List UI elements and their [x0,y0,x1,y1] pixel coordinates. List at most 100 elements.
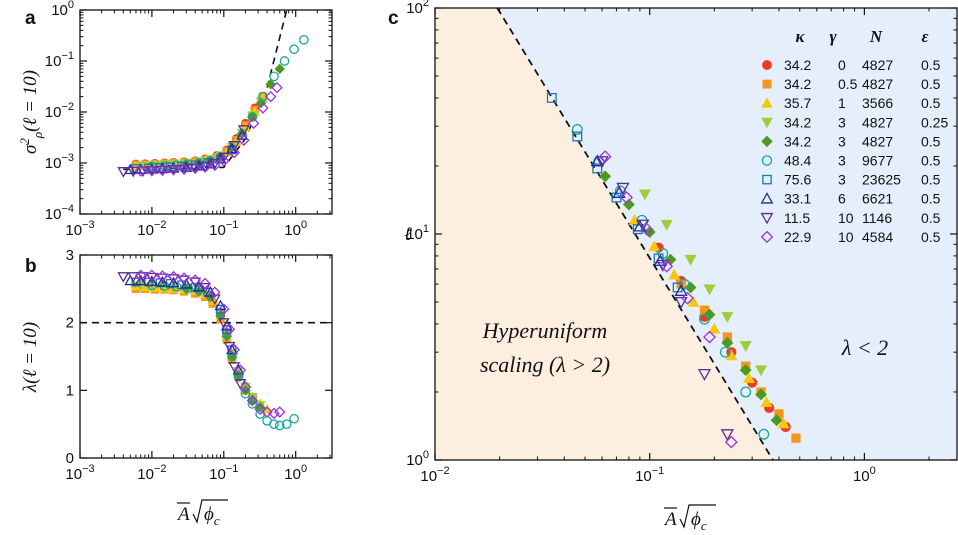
data-point [167,165,180,176]
data-point [720,429,734,442]
data-point [777,417,790,429]
data-point [281,419,292,430]
legend-cell: 0.5 [921,95,941,111]
data-point [146,269,158,282]
series-s4 [638,189,768,377]
legend-marker [761,97,773,108]
data-point [199,277,211,290]
data-point [218,303,230,315]
legend-cell: 4827 [862,133,893,149]
data-point [247,112,258,122]
reference-line [123,10,288,171]
legend-cell: 3 [838,153,846,169]
data-point [234,364,247,376]
data-point [189,162,201,174]
legend-cell: 3 [838,133,846,149]
legend-marker [762,79,772,89]
legend-cell: 10 [838,210,854,226]
data-point [239,381,252,393]
legend-cell: 6 [838,191,846,207]
legend-cell: 4827 [862,76,893,92]
axis-label-b-x: A ϕc [176,499,228,528]
data-point [791,433,801,443]
legend-marker [760,212,774,225]
data-point [590,154,604,167]
y-tick-label: 102 [406,0,429,17]
y-tick-label: 0 [66,450,74,467]
svg-text:ϕc: ϕc [691,509,707,533]
data-point [598,150,612,164]
data-point [755,388,767,401]
series-s9 [595,156,734,442]
series-s10 [598,150,738,449]
y-tick-label: 10−2 [45,101,74,121]
panel-letter-c: c [388,8,399,29]
data-point [258,91,268,102]
legend-cell: 0.5 [921,76,941,92]
axis-label-a-y: σ2ρ(ℓ = 10) [17,70,45,154]
legend-cell: 3 [838,114,846,130]
data-point [571,124,583,135]
data-point [760,396,773,408]
data-point [167,270,180,283]
data-point [648,240,661,252]
data-point [697,369,712,381]
legend-cell: 0.5 [838,76,858,92]
y-tick-label: 3 [66,247,74,264]
data-point [592,163,603,174]
data-point [167,276,180,288]
data-point [758,428,770,440]
legend-cell: 3566 [862,95,893,111]
data-point [199,282,212,294]
data-point [708,322,721,334]
legend-cell: 34.2 [784,76,811,92]
data-point [616,182,630,195]
data-point [237,125,250,136]
data-point [660,219,673,231]
panel-letter-a: a [25,8,36,29]
data-point [721,312,734,323]
data-point [208,294,221,306]
data-point [271,81,283,94]
legend-marker [761,117,773,129]
data-point [633,219,647,232]
svg-text:A: A [176,504,190,525]
data-point [261,406,273,418]
plot-area-c [496,8,801,460]
y-tick-label: 101 [406,223,429,243]
x-tick-label: 100 [284,463,307,483]
legend-cell: 22.9 [784,229,811,245]
legend-cell: 1 [838,95,846,111]
region-label-hyperuniform-line1: Hyperuniform [482,318,608,343]
data-point [681,291,694,305]
data-point [684,254,697,266]
data-point [146,164,158,177]
data-point [719,346,731,358]
y-tick-label: 10−3 [45,152,74,172]
data-point [620,191,633,204]
y-tick-label: 1 [66,382,74,399]
legend-marker [760,230,774,244]
legend-header: ε [922,27,929,46]
data-point [156,165,169,177]
data-point [117,272,130,283]
plot-frame-b [79,254,333,459]
series-s10 [135,269,286,420]
legend-marker [761,135,773,148]
legend-header: γ [829,27,837,46]
data-point [269,71,279,82]
y-tick-label: 10−1 [45,50,74,70]
data-point [180,283,192,295]
legend-marker [761,155,773,166]
data-point [273,406,286,418]
x-tick-label: 10−2 [137,219,166,239]
legend-cell: 0.5 [921,172,941,188]
data-point [240,388,251,399]
data-point [703,284,716,296]
legend-marker [762,174,772,185]
data-point [674,296,688,309]
legend-cell: 4584 [862,229,893,245]
plot-frame-a [79,9,333,215]
